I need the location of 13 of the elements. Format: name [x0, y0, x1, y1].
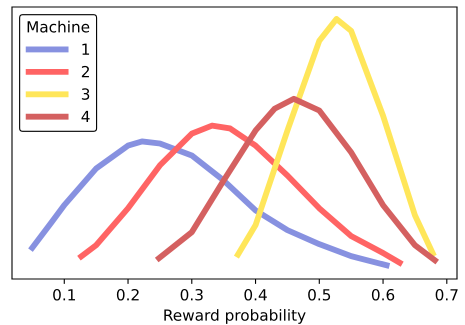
x-axis-title: Reward probability: [164, 309, 306, 324]
x-tick-label: 0.1: [53, 288, 76, 301]
x-tick-label: 0.7: [436, 288, 458, 301]
x-tick-label: 0.3: [180, 288, 203, 301]
legend-label: 4: [81, 110, 90, 122]
legend-label: 3: [82, 88, 90, 100]
x-tick-label: 0.4: [244, 288, 267, 301]
legend-title: Machine: [28, 20, 90, 33]
legend-label: 1: [82, 44, 90, 55]
x-tick-label: 0.2: [116, 288, 139, 301]
x-tick-label: 0.5: [308, 288, 330, 301]
legend-label: 2: [82, 66, 89, 78]
x-tick-label: 0.6: [372, 288, 394, 301]
